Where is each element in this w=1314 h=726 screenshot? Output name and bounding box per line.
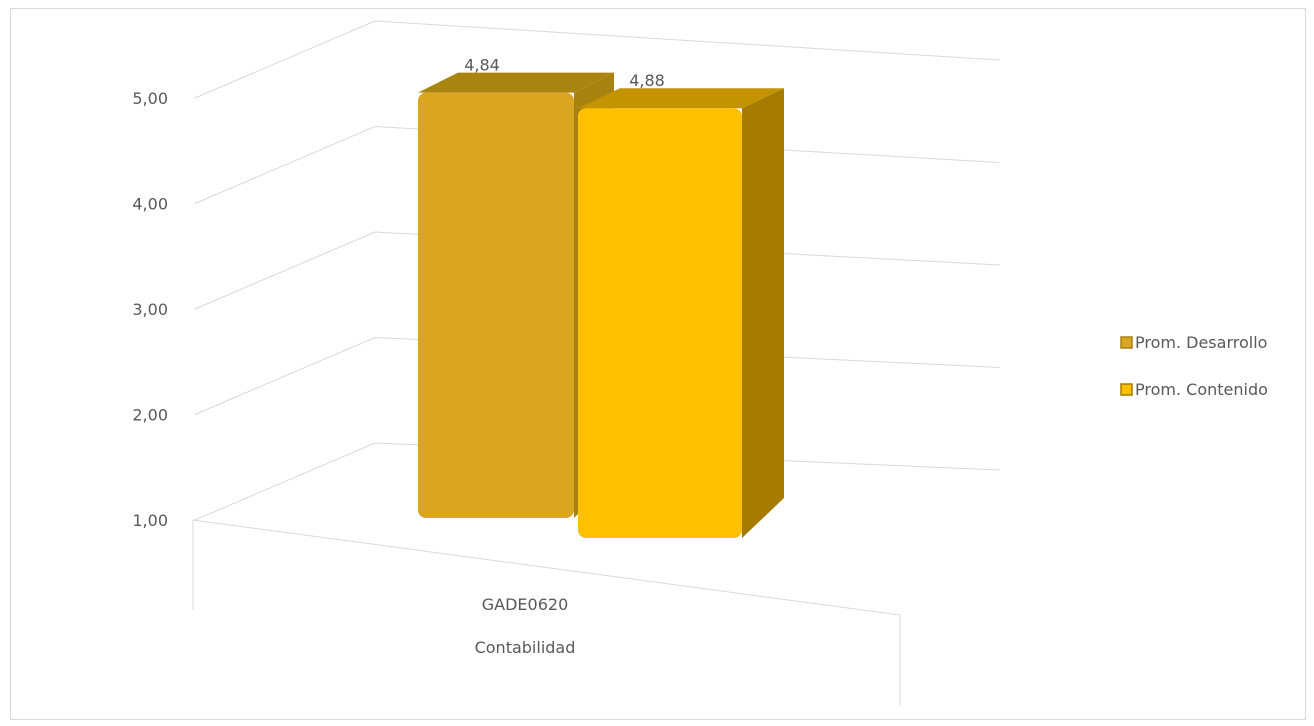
gridline	[194, 20, 1001, 99]
legend-label-prom-contenido: Prom. Contenido	[1135, 380, 1268, 399]
category-label-name: Contabilidad	[475, 638, 576, 657]
legend-swatch-prom-contenido	[1120, 383, 1133, 396]
gridline	[194, 231, 1001, 310]
bar-top	[418, 72, 614, 93]
y-tick-label: 3,00	[132, 300, 168, 319]
bar-front	[578, 108, 742, 539]
gridlines	[194, 20, 1001, 521]
legend-label-prom-desarrollo: Prom. Desarrollo	[1135, 333, 1267, 352]
y-tick-label: 1,00	[132, 511, 168, 530]
bar-top	[578, 88, 784, 109]
bar-prom-contenido	[578, 88, 784, 539]
chart-walls	[192, 519, 901, 705]
y-tick-label: 5,00	[132, 89, 168, 108]
category-label-code: GADE0620	[482, 595, 569, 614]
bars	[418, 72, 784, 539]
x-axis-category-labels: GADE0620 Contabilidad	[475, 595, 576, 657]
y-tick-label: 2,00	[132, 406, 168, 425]
data-label-prom-desarrollo: 4,84	[464, 56, 500, 75]
legend-item-prom-desarrollo: Prom. Desarrollo	[1120, 333, 1267, 352]
gridline	[194, 442, 1001, 521]
data-labels: 4,84 4,88	[464, 56, 665, 91]
bar-side	[742, 88, 784, 539]
legend: Prom. Desarrollo Prom. Contenido	[1120, 333, 1268, 399]
gridline	[194, 336, 1001, 415]
bar-front	[418, 92, 574, 519]
gridline	[194, 125, 1001, 204]
legend-swatch-prom-desarrollo	[1120, 336, 1133, 349]
y-axis-tick-labels: 1,00 2,00 3,00 4,00 5,00	[132, 89, 168, 530]
data-label-prom-contenido: 4,88	[629, 71, 665, 90]
legend-item-prom-contenido: Prom. Contenido	[1120, 380, 1268, 399]
y-tick-label: 4,00	[132, 195, 168, 214]
floor-edge-front	[192, 519, 901, 705]
